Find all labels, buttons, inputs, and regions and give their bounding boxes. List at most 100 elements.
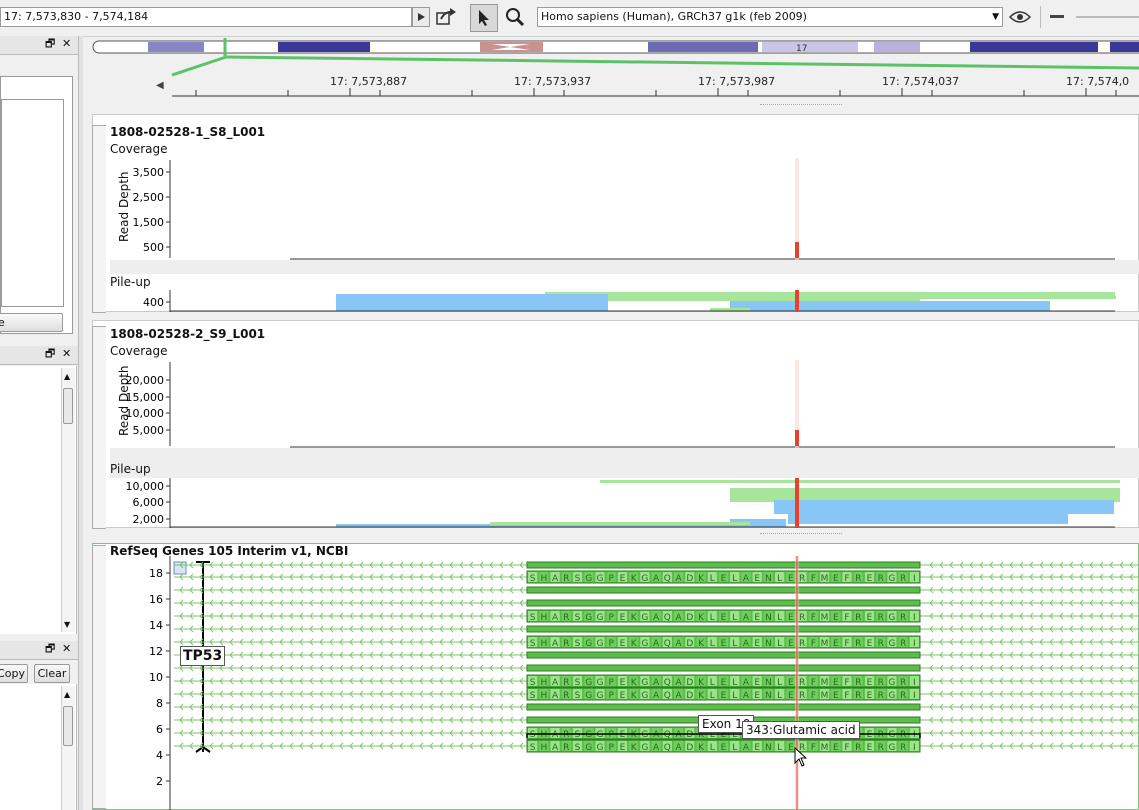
exon-block (526, 586, 921, 594)
amino-acid-tooltip: 343:Glutamic acid (742, 721, 860, 739)
track-title: 1808-02528-2_S9_L001 (110, 327, 266, 341)
share-button[interactable] (434, 5, 458, 29)
cursor-arrow-icon (479, 10, 489, 26)
coverage-area (290, 239, 336, 259)
read-block (608, 296, 920, 301)
codon-cell (584, 572, 594, 582)
codon-cell (898, 572, 908, 582)
amino-acid-letter: D (686, 730, 693, 740)
codon-cell (730, 728, 740, 738)
codon-cell (539, 689, 549, 699)
go-button[interactable] (412, 7, 430, 27)
gene-label-tp53[interactable]: TP53 (180, 646, 226, 666)
amino-acid-letter: D (686, 613, 693, 623)
copy-button[interactable]: Copy (0, 664, 28, 683)
amino-acid-letter: A (675, 574, 682, 584)
resize-handle[interactable] (760, 533, 842, 538)
chevron-up-icon[interactable]: ▲ (64, 690, 71, 699)
panel-splitter[interactable] (78, 36, 83, 810)
position-ruler[interactable]: 17: 7,573,887 17: 7,573,937 17: 7,573,987 1… (170, 62, 1139, 106)
codon-cell (696, 728, 706, 738)
amino-acid-letter: K (631, 574, 638, 584)
amino-acid-letter: A (653, 678, 660, 688)
amino-acid-letter: E (721, 574, 727, 584)
amino-acid-letter: A (653, 639, 660, 649)
chromosome-label: 17 (796, 44, 807, 54)
amino-acid-letter: H (540, 743, 547, 753)
scroll-thumb[interactable] (63, 706, 73, 746)
restore-icon[interactable]: 🗗 (45, 37, 56, 50)
codon-cell (685, 728, 695, 738)
amino-acid-letter: L (732, 613, 737, 623)
amino-acid-letter: G (596, 613, 603, 623)
amino-acid-letter: R (855, 574, 861, 584)
amino-acid-letter: R (878, 613, 884, 623)
coverage-plot-2[interactable]: 20,000 15,000 10,000 5,000 (110, 360, 1139, 448)
amino-acid-letter: R (900, 574, 906, 584)
amino-acid-letter: R (563, 730, 569, 740)
panel1-list[interactable] (1, 99, 64, 307)
amino-acid-letter: K (698, 691, 705, 701)
codon-cell (696, 741, 706, 751)
close-icon[interactable]: ✕ (62, 37, 72, 50)
amino-acid-letter: R (563, 678, 569, 688)
codon-cell (876, 676, 886, 686)
amino-acid-letter: F (844, 678, 849, 688)
zoom-slider[interactable] (1076, 16, 1139, 18)
scroll-left-icon[interactable]: ◀ (156, 80, 164, 91)
amino-acid-letter: M (821, 678, 829, 688)
codon-cell (707, 611, 717, 621)
scroll-thumb[interactable] (63, 388, 73, 424)
amino-acid-letter: L (710, 639, 715, 649)
amino-acid-letter: E (833, 691, 839, 701)
codon-cell (909, 637, 919, 647)
track-collapse-handle[interactable] (92, 326, 106, 529)
panel2-scrollbar[interactable]: ▲ ▼ (61, 368, 75, 632)
chevron-up-icon[interactable]: ▲ (64, 372, 71, 381)
amino-acid-letter: G (888, 730, 895, 740)
amino-acid-letter: P (608, 730, 614, 740)
coverage-label: Coverage (110, 344, 168, 358)
zoom-tool-button[interactable] (503, 5, 527, 29)
restore-icon[interactable]: 🗗 (45, 347, 56, 360)
resize-handle[interactable] (760, 104, 842, 109)
genome-select[interactable]: Homo sapiens (Human), GRCh37 g1k (feb 20… (537, 7, 1003, 27)
codon-cell (808, 611, 818, 621)
codon-cell (797, 676, 807, 686)
amino-acid-letter: S (575, 678, 581, 688)
codon-cell (662, 741, 672, 751)
chromosome-ideogram[interactable]: 17 (90, 38, 1139, 56)
codon-cell (887, 728, 897, 738)
track-collapse-handle[interactable] (92, 125, 106, 313)
pointer-tool-button[interactable] (470, 4, 498, 32)
amino-acid-letter: E (867, 639, 873, 649)
clear-button[interactable]: Clear (34, 664, 70, 683)
visibility-button[interactable] (1008, 5, 1032, 29)
chevron-down-icon[interactable]: ▼ (64, 620, 71, 629)
amino-acid-letter: R (799, 613, 805, 623)
panel1-button[interactable]: e (0, 313, 63, 332)
restore-icon[interactable]: 🗗 (45, 642, 56, 655)
track-collapse-handle[interactable] (92, 545, 106, 809)
amino-acid-letter: E (788, 743, 794, 753)
amino-acid-letter: Q (664, 691, 671, 701)
close-icon[interactable]: ✕ (62, 642, 72, 655)
codon-cell (685, 637, 695, 647)
panel3-scrollbar[interactable]: ▲ (61, 686, 75, 810)
amino-acid-letter: R (855, 639, 861, 649)
pileup-plot-2[interactable]: 10,000 6,000 2,000 (110, 478, 1139, 528)
amino-acid-letter: R (799, 574, 805, 584)
codon-cell (651, 728, 661, 738)
coverage-plot-1[interactable]: 3,500 2,500 1,500 500 (110, 158, 1139, 260)
locus-input[interactable]: 17: 7,573,830 - 7,574,184 (0, 7, 412, 27)
amino-acid-letter: G (596, 639, 603, 649)
amino-acid-letter: R (799, 743, 805, 753)
codon-cell (831, 689, 841, 699)
amino-acid-letter: E (620, 678, 626, 688)
zoom-out-icon[interactable] (1050, 15, 1064, 18)
pileup-plot-1[interactable]: 400 (110, 290, 1139, 312)
codon-cell (718, 689, 729, 699)
codon-cell (584, 676, 594, 686)
close-icon[interactable]: ✕ (62, 347, 72, 360)
